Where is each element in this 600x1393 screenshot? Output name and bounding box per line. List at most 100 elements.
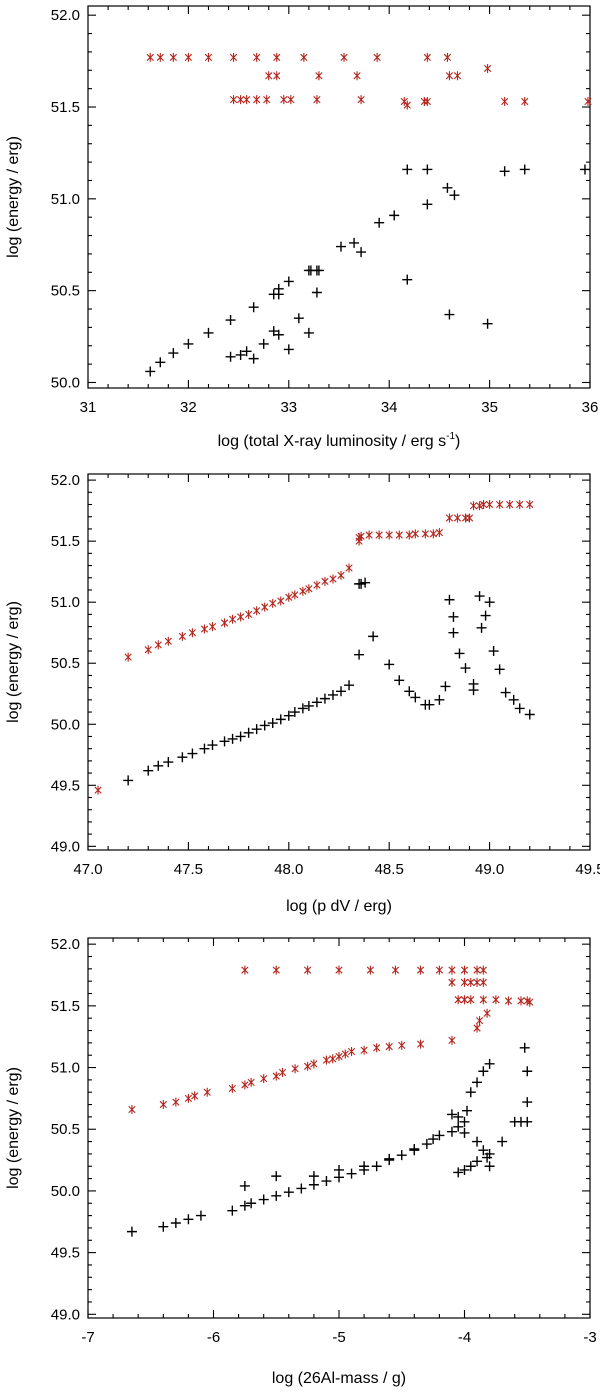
star-point bbox=[475, 1016, 484, 1026]
star-point bbox=[261, 602, 269, 612]
star-point bbox=[156, 52, 164, 62]
star-point bbox=[236, 95, 245, 105]
star-point bbox=[321, 576, 329, 586]
star-point bbox=[263, 95, 271, 105]
star-point bbox=[473, 1023, 481, 1033]
plus-point bbox=[453, 1167, 464, 1178]
plus-point bbox=[434, 694, 445, 705]
plus-point bbox=[203, 327, 214, 338]
plus-point bbox=[500, 687, 511, 698]
star-point bbox=[403, 100, 411, 110]
y-tick-label: 50.0 bbox=[51, 1183, 80, 1200]
star-point bbox=[310, 1059, 318, 1069]
y-axis-label: log (energy / erg) bbox=[5, 601, 22, 723]
star-point bbox=[445, 513, 454, 523]
x-axis-label: log (p dV / erg) bbox=[286, 898, 392, 915]
plus-point bbox=[296, 1183, 307, 1194]
plus-point bbox=[356, 247, 367, 258]
star-point bbox=[373, 52, 381, 62]
chart-panel-3: -7 -6 -5 -4 -3 49.0 49.5 50.0 50.5 51.0 51.5 52.0 lo… bbox=[5, 936, 597, 1387]
plus-point bbox=[368, 631, 379, 642]
plus-point bbox=[207, 740, 218, 751]
plus-point bbox=[396, 1150, 407, 1161]
y-tick-label: 51.0 bbox=[51, 594, 80, 611]
plus-point bbox=[402, 274, 413, 285]
x-tick-label: 48.0 bbox=[274, 861, 303, 878]
star-point bbox=[475, 501, 484, 511]
plus-point bbox=[389, 210, 400, 221]
plus-point bbox=[283, 1187, 294, 1198]
star-point bbox=[184, 52, 193, 62]
star-point bbox=[504, 996, 513, 1006]
plus-point bbox=[472, 1156, 483, 1167]
star-point bbox=[247, 1077, 255, 1087]
plus-point bbox=[308, 1179, 319, 1190]
plus-point bbox=[497, 1136, 508, 1147]
plus-point bbox=[219, 736, 230, 747]
star-point bbox=[329, 1054, 337, 1064]
plus-point bbox=[143, 765, 154, 776]
plus-point bbox=[468, 685, 479, 696]
plus-point bbox=[472, 1077, 483, 1088]
y-tick-label: 52.0 bbox=[51, 936, 80, 953]
star-point bbox=[273, 52, 281, 62]
star-point bbox=[169, 52, 177, 62]
plus-point bbox=[336, 241, 347, 252]
plus-point bbox=[259, 720, 270, 731]
plus-point bbox=[465, 1161, 476, 1172]
star-point bbox=[315, 71, 323, 81]
y-tick-label: 50.0 bbox=[51, 716, 80, 733]
star-point bbox=[479, 965, 487, 975]
star-point bbox=[366, 965, 375, 975]
star-point bbox=[473, 965, 481, 975]
star-point bbox=[385, 1042, 393, 1052]
plus-point bbox=[422, 199, 433, 210]
plus-point bbox=[283, 344, 294, 355]
star-point bbox=[465, 513, 474, 523]
star-point bbox=[375, 530, 383, 540]
y-axis-label: log (energy / erg) bbox=[5, 136, 22, 258]
plus-point bbox=[460, 663, 471, 674]
series-plus bbox=[126, 1042, 533, 1237]
plus-point bbox=[472, 1136, 483, 1147]
plus-point bbox=[195, 1210, 206, 1221]
star-point bbox=[411, 529, 419, 539]
star-point bbox=[345, 563, 353, 573]
x-tick-label: 48.5 bbox=[375, 861, 404, 878]
plus-point bbox=[524, 709, 535, 720]
star-point bbox=[273, 71, 281, 81]
star-point bbox=[184, 1093, 193, 1103]
plus-point bbox=[258, 338, 269, 349]
plus-point bbox=[446, 1109, 457, 1120]
star-point bbox=[278, 1067, 287, 1077]
x-axis-label-end: ) bbox=[455, 433, 460, 450]
plus-point bbox=[239, 1180, 250, 1191]
star-point bbox=[479, 995, 487, 1005]
y-tick-label: 50.0 bbox=[51, 374, 80, 391]
plus-point bbox=[246, 1198, 257, 1209]
star-point bbox=[243, 95, 251, 105]
plus-point bbox=[126, 1226, 137, 1237]
y-tick-label: 49.0 bbox=[51, 1306, 80, 1323]
plus-point bbox=[349, 237, 360, 248]
plus-point bbox=[227, 1205, 238, 1216]
plus-point bbox=[271, 1190, 282, 1201]
star-point bbox=[204, 52, 213, 62]
plus-point bbox=[522, 1097, 533, 1108]
x-tick-label: 34 bbox=[381, 399, 398, 416]
star-point bbox=[501, 97, 509, 106]
plus-point bbox=[225, 315, 236, 326]
plus-point bbox=[409, 1143, 420, 1154]
plus-point bbox=[453, 1121, 464, 1132]
plus-point bbox=[303, 700, 314, 711]
x-axis-label: log (total X-ray luminosity / erg s-1) bbox=[218, 431, 461, 450]
star-point bbox=[454, 995, 462, 1005]
plus-point bbox=[243, 727, 254, 738]
plus-point bbox=[289, 707, 300, 718]
plus-point bbox=[199, 743, 210, 754]
plus-point bbox=[293, 313, 304, 324]
y-tick-label: 50.5 bbox=[51, 283, 80, 300]
star-point bbox=[159, 1100, 167, 1110]
star-point bbox=[236, 612, 245, 622]
star-point bbox=[305, 584, 313, 594]
